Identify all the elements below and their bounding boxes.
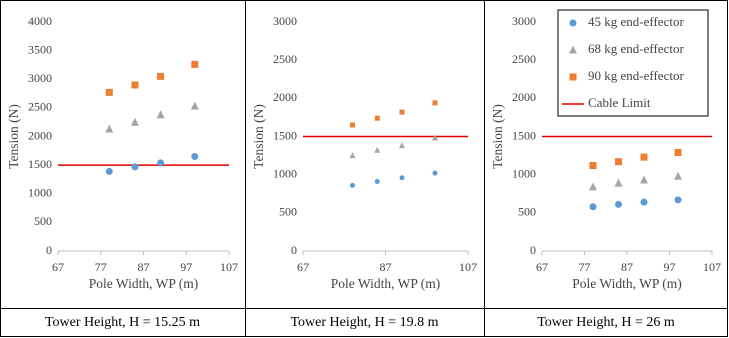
y-tick-label: 1000 — [28, 186, 52, 200]
y-tick-label: 3000 — [28, 71, 52, 85]
point — [432, 170, 438, 176]
legend-label: 90 kg end-effector — [588, 68, 684, 83]
point — [674, 149, 682, 157]
point — [374, 115, 380, 121]
point — [105, 167, 113, 175]
legend-marker — [569, 45, 577, 54]
point — [615, 200, 622, 208]
y-tick-label: 3500 — [28, 42, 52, 56]
x-tick-label: 107 — [459, 260, 477, 274]
point — [640, 175, 648, 184]
point — [349, 152, 356, 159]
point — [191, 60, 199, 68]
point — [191, 153, 199, 161]
y-tick-label: 500 — [518, 205, 536, 219]
y-tick-label: 0 — [291, 243, 297, 257]
y-tick-label: 2000 — [28, 128, 52, 142]
x-tick-label: 97 — [180, 260, 192, 274]
legend-marker — [569, 73, 577, 81]
point — [399, 142, 405, 149]
point — [432, 134, 438, 141]
point — [399, 109, 405, 115]
x-tick-label: 87 — [138, 260, 150, 274]
y-tick-label: 0 — [530, 243, 536, 257]
caption: Tower Height, H = 26 m — [537, 315, 675, 330]
y-axis-label: Tension (N) — [490, 104, 505, 169]
y-tick-label: 4000 — [28, 14, 52, 28]
point — [399, 175, 405, 181]
caption: Tower Height, H = 15.25 m — [45, 315, 200, 330]
point — [131, 81, 139, 89]
point — [374, 179, 380, 185]
point — [614, 178, 623, 187]
y-tick-label: 2500 — [512, 52, 536, 66]
y-axis-label: Tension (N) — [251, 104, 266, 169]
x-tick-label: 107 — [220, 260, 238, 274]
x-tick-label: 67 — [536, 260, 548, 274]
y-tick-label: 1500 — [28, 157, 52, 171]
y-tick-label: 2000 — [512, 90, 536, 104]
y-axis-label: Tension (N) — [6, 104, 21, 169]
y-tick-label: 2000 — [273, 90, 297, 104]
point — [640, 198, 648, 206]
y-tick-label: 0 — [46, 243, 52, 257]
x-tick-label: 77 — [95, 260, 107, 274]
y-tick-label: 1500 — [273, 128, 297, 142]
point — [589, 203, 597, 211]
legend-label: 68 kg end-effector — [588, 41, 684, 56]
point — [674, 196, 682, 204]
point — [589, 182, 597, 191]
point — [432, 100, 438, 106]
legend-label: 45 kg end-effector — [588, 14, 684, 29]
point — [640, 153, 648, 161]
x-tick-label: 87 — [380, 260, 392, 274]
y-tick-label: 1500 — [512, 128, 536, 142]
y-tick-label: 3000 — [273, 14, 297, 28]
x-axis-label: Pole Width, WP (m) — [572, 276, 681, 291]
x-tick-label: 97 — [664, 260, 676, 274]
point — [131, 163, 139, 171]
point — [374, 146, 381, 153]
point — [157, 159, 165, 167]
legend-box — [557, 9, 709, 117]
point — [589, 162, 597, 170]
point — [157, 72, 165, 80]
y-tick-label: 2500 — [273, 52, 297, 66]
x-tick-label: 107 — [703, 260, 721, 274]
point — [350, 122, 355, 128]
caption: Tower Height, H = 19.8 m — [290, 315, 438, 330]
point — [105, 124, 114, 133]
point — [615, 158, 622, 166]
x-tick-label: 67 — [297, 260, 309, 274]
point — [350, 182, 355, 188]
y-tick-label: 2500 — [28, 100, 52, 114]
y-tick-label: 500 — [34, 214, 52, 228]
point — [190, 101, 199, 110]
legend-label: Cable Limit — [588, 95, 651, 110]
point — [156, 110, 165, 119]
y-tick-label: 3000 — [512, 14, 536, 28]
y-tick-label: 500 — [279, 205, 297, 219]
x-axis-label: Pole Width, WP (m) — [331, 276, 440, 291]
y-tick-label: 1000 — [512, 166, 536, 180]
point — [130, 117, 139, 126]
x-tick-label: 87 — [621, 260, 633, 274]
point — [674, 171, 682, 180]
x-axis-label: Pole Width, WP (m) — [89, 276, 198, 291]
x-tick-label: 67 — [52, 260, 64, 274]
legend-marker — [569, 19, 577, 27]
point — [105, 88, 113, 96]
x-tick-label: 77 — [579, 260, 591, 274]
y-tick-label: 1000 — [273, 166, 297, 180]
